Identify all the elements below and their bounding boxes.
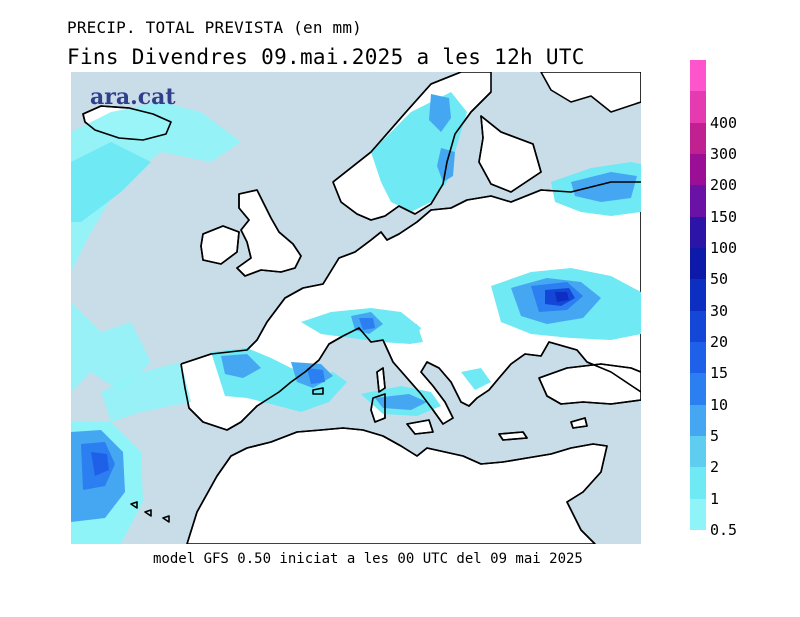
legend-tick-label: 300 bbox=[710, 145, 738, 163]
map-title: PRECIP. TOTAL PREVISTA (en mm) bbox=[67, 18, 362, 37]
legend-swatch bbox=[690, 310, 706, 342]
aracat-logo: ara.cat bbox=[90, 84, 176, 110]
model-caption: model GFS 0.50 iniciat a les 00 UTC del … bbox=[153, 551, 583, 567]
legend-tick-label: 400 bbox=[710, 113, 738, 132]
legend-tick-label: 100 bbox=[710, 239, 738, 257]
legend-swatch bbox=[690, 185, 706, 217]
legend-tick-label: 30 bbox=[710, 301, 729, 320]
precipitation-map bbox=[71, 72, 641, 544]
legend-swatch bbox=[690, 404, 706, 436]
legend-swatch bbox=[690, 91, 706, 123]
legend-tick-label: 150 bbox=[710, 207, 738, 226]
legend-swatch bbox=[690, 60, 706, 92]
precipitation-legend: 0.5 1 2 5 10 15 20 30 50 100 150 200 300 400 bbox=[690, 60, 800, 538]
legend-tick-label: 20 bbox=[710, 333, 729, 351]
legend-swatch bbox=[690, 498, 706, 530]
legend-tick-label: 1 bbox=[710, 489, 720, 508]
legend-swatch bbox=[690, 373, 706, 405]
legend-swatch bbox=[690, 216, 706, 248]
legend-swatch bbox=[690, 279, 706, 311]
legend-swatch bbox=[690, 248, 706, 280]
legend-swatch bbox=[690, 436, 706, 468]
legend-tick-label: 50 bbox=[710, 270, 729, 289]
legend-tick-label: 5 bbox=[710, 427, 720, 445]
coastlines bbox=[82, 72, 641, 544]
legend-tick-label: 200 bbox=[710, 176, 738, 195]
legend-swatch bbox=[690, 342, 706, 374]
legend-swatch bbox=[690, 154, 706, 186]
legend-tick-label: 10 bbox=[710, 395, 729, 414]
legend-tick-label: 0.5 bbox=[710, 521, 738, 539]
legend-swatch bbox=[690, 467, 706, 499]
map-subtitle: Fins Divendres 09.mai.2025 a les 12h UTC bbox=[67, 45, 585, 69]
precipitation-fields bbox=[71, 92, 641, 544]
kola-coast bbox=[540, 72, 641, 113]
legend-tick-label: 15 bbox=[710, 364, 729, 383]
legend-swatch bbox=[690, 122, 706, 154]
legend-tick-label: 2 bbox=[710, 458, 720, 477]
